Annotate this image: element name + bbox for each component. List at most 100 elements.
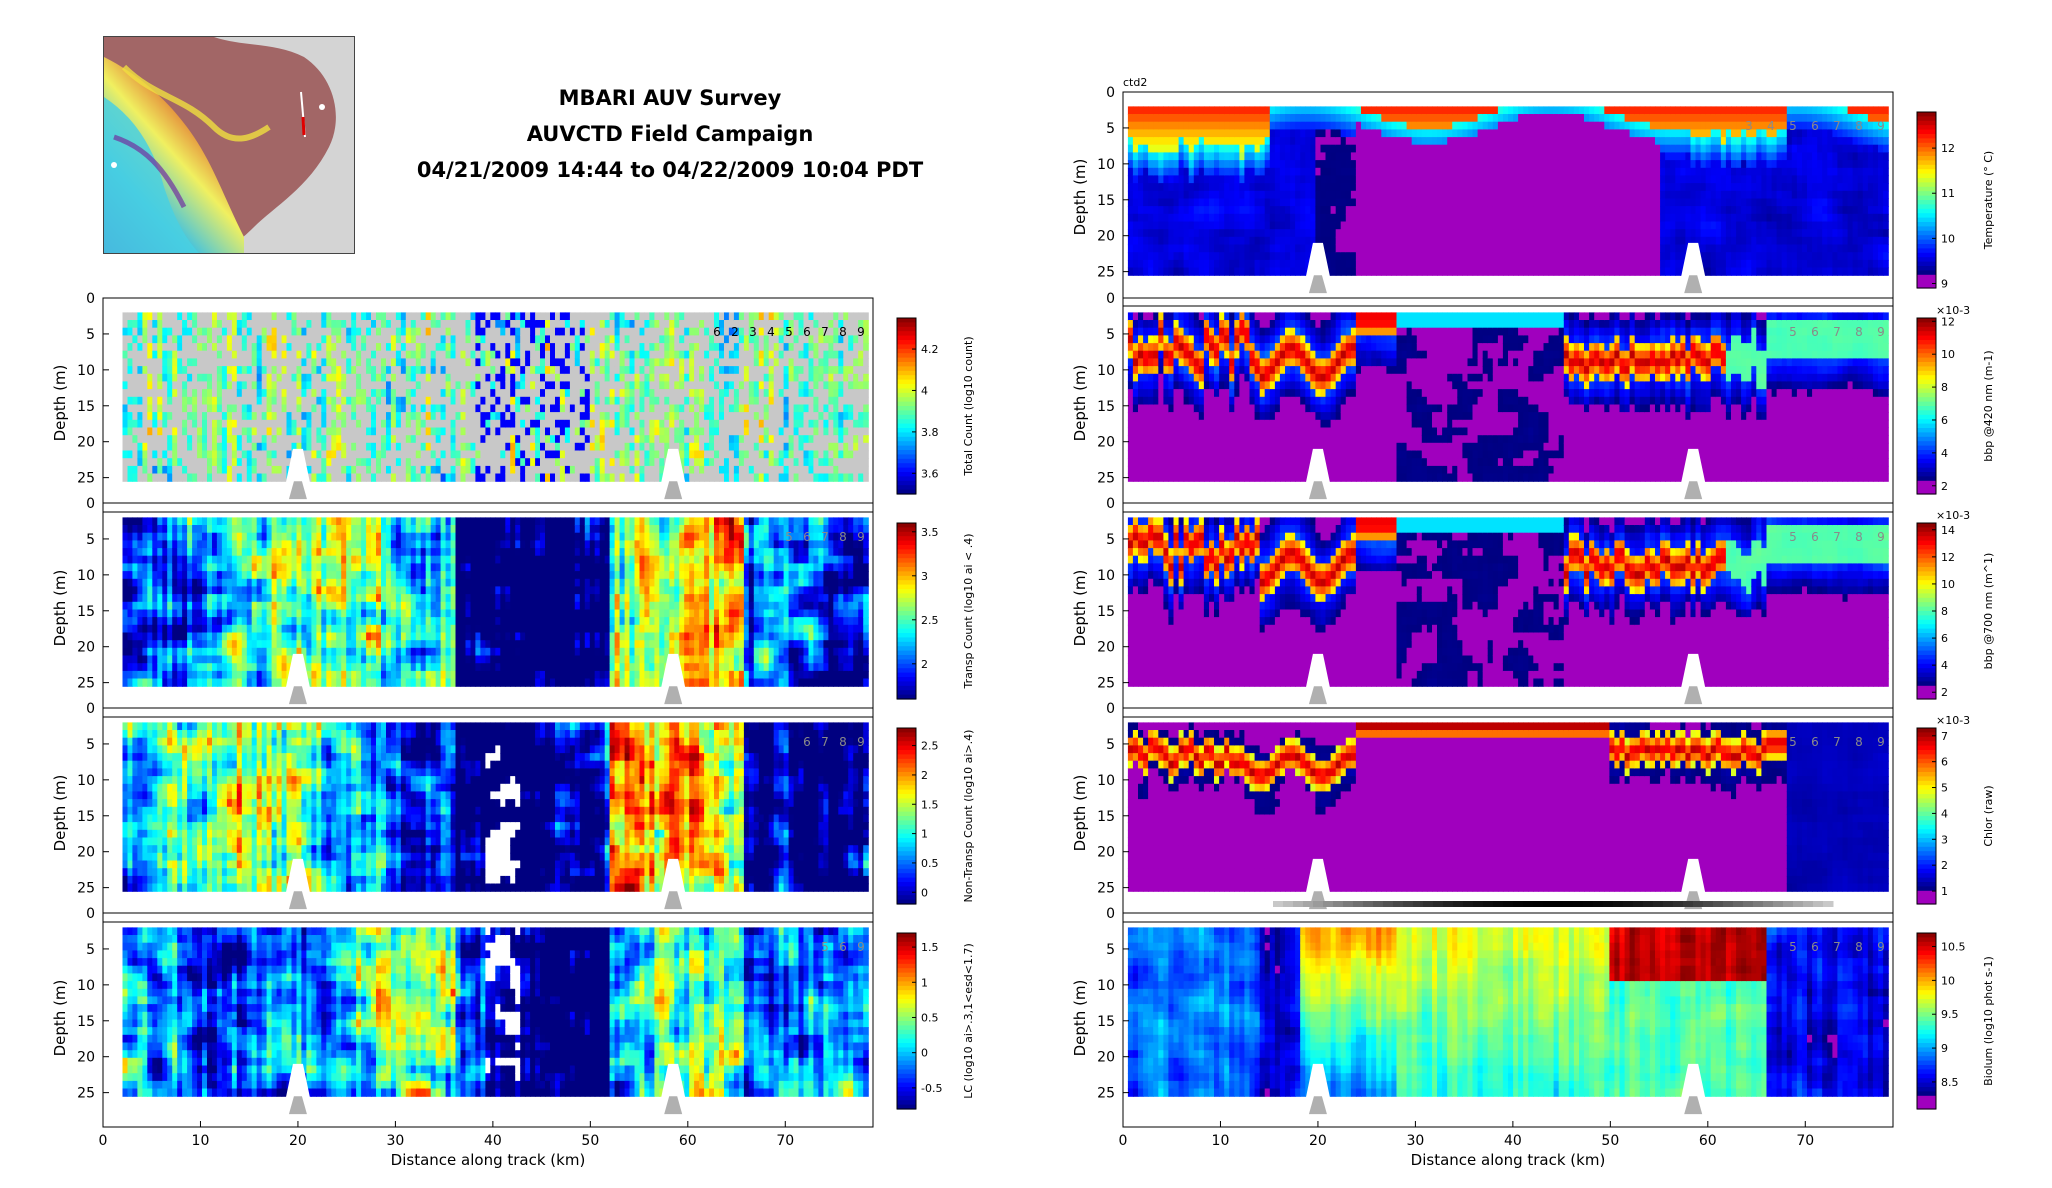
colorbar-label: Temperature (° C) <box>1982 151 1995 250</box>
colorbar-tick-label: 2 <box>921 658 928 671</box>
profile-marker: 6 <box>1811 325 1819 339</box>
profile-marker: 6 <box>803 735 811 749</box>
profile-marker: 6 <box>713 325 721 339</box>
colorbar: 9 10 11 12 Temperature (° C) <box>1916 111 1995 290</box>
y-tick-label: 25 <box>1097 471 1115 487</box>
y-tick-label: 15 <box>77 809 95 825</box>
section-plot-nontransp_count: 0 5 10 15 20 25 Depth (m) 6 7 8 9 0 0.5 1 1.5 2 2.5 Non-T… <box>51 701 975 923</box>
plot-frame <box>1122 297 1894 513</box>
seamount-gap <box>659 858 688 902</box>
colorbar-tick-label: 2 <box>1941 686 1948 699</box>
y-axis-label: Depth (m) <box>51 365 69 442</box>
y-tick-label: 20 <box>1097 435 1115 451</box>
profile-marker: 6 <box>839 940 847 954</box>
colorbar-tick-label: 1 <box>921 828 928 841</box>
y-axis-label: Depth (m) <box>1071 570 1089 647</box>
profile-marker: 9 <box>857 735 865 749</box>
y-tick-label: 10 <box>1097 568 1115 584</box>
x-tick-label: 30 <box>1406 1133 1424 1149</box>
heatmap-field <box>1127 517 1889 687</box>
x-tick-label: 40 <box>1504 1133 1522 1149</box>
seamount-gap <box>1679 858 1708 902</box>
corner-label: ctd2 <box>1123 76 1147 89</box>
seafloor-marker <box>1684 686 1703 705</box>
profile-marker: 5 <box>1789 940 1797 954</box>
y-tick-label: 20 <box>1097 229 1115 245</box>
colorbar: 1 2 3 4 5 6 7 ×10-3 Chlor (raw) <box>1916 714 1995 905</box>
profile-marker: 8 <box>1855 119 1863 133</box>
profile-marker: 2 <box>731 325 739 339</box>
colorbar-tick-label: 0.5 <box>921 1011 939 1024</box>
colorbar-tick-label: 4 <box>921 384 928 397</box>
y-tick-label: 5 <box>1106 942 1115 958</box>
colorbar-label: bbp @420 nm (m-1) <box>1982 350 1995 461</box>
profile-marker: 3 <box>1745 119 1753 133</box>
y-tick-label: 10 <box>1097 773 1115 789</box>
profile-marker: 4 <box>767 325 775 339</box>
profile-marker: 7 <box>1833 940 1841 954</box>
y-tick-label: 5 <box>1106 532 1115 548</box>
seafloor-marker <box>1308 1096 1327 1115</box>
y-axis-label: Depth (m) <box>1071 365 1089 442</box>
colorbar-tick-label: 12 <box>1941 142 1955 155</box>
profile-marker: 7 <box>821 735 829 749</box>
profile-marker: 7 <box>1833 325 1841 339</box>
title-line-2: AUVCTD Field Campaign <box>360 116 980 152</box>
colorbar: 3.6 3.8 4 4.2 Total Count (log10 count) <box>896 317 975 495</box>
colorbar-tick-label: 10 <box>1941 974 1955 987</box>
colorbar-tick-label: 11 <box>1941 187 1955 200</box>
colorbar-tick-label: 9 <box>1941 277 1948 290</box>
y-tick-label: 15 <box>77 1014 95 1030</box>
colorbar-tick-label: 3 <box>921 570 928 583</box>
seamount-gap <box>283 1063 312 1107</box>
profile-marker: 9 <box>857 940 865 954</box>
y-tick-label: 20 <box>77 640 95 656</box>
y-tick-label: 0 <box>86 496 95 512</box>
seamount-gap <box>1303 858 1332 902</box>
x-tick-label: 70 <box>776 1133 794 1149</box>
x-axis-label: Distance along track (km) <box>391 1151 586 1169</box>
colorbar: 8.5 9 9.5 10 10.5 Biolum (log10 phot s-1) <box>1916 932 1995 1110</box>
y-tick-label: 20 <box>1097 1050 1115 1066</box>
seamount-gap <box>1679 1063 1708 1107</box>
colorbar-label: bbp @700 nm (m^1) <box>1982 553 1995 670</box>
profile-marker: 5 <box>821 940 829 954</box>
y-tick-label: 25 <box>77 471 95 487</box>
profile-marker: 3 <box>749 325 757 339</box>
y-tick-label: 20 <box>1097 845 1115 861</box>
profile-marker: 8 <box>1855 325 1863 339</box>
colorbar: 2 4 6 8 10 12 14 ×10-3 bbp @700 nm (m^1) <box>1916 509 1995 700</box>
colorbar-tick-label: 10 <box>1941 232 1955 245</box>
profile-marker: 8 <box>1855 940 1863 954</box>
y-tick-label: 0 <box>1106 496 1115 512</box>
colorbar-tick-label: 5 <box>1941 782 1948 795</box>
colorbar-tick-label: 9.5 <box>1941 1008 1959 1021</box>
x-axis-label: Distance along track (km) <box>1411 1151 1606 1169</box>
plot-frame <box>1122 707 1894 923</box>
colorbar-scale: ×10-3 <box>1936 304 1970 317</box>
y-tick-label: 15 <box>1097 193 1115 209</box>
y-axis-label: Depth (m) <box>51 980 69 1057</box>
seamount-gap <box>1679 653 1708 697</box>
seafloor-marker <box>1684 275 1703 294</box>
seamount-gap <box>659 653 688 697</box>
plot-frame <box>102 297 874 513</box>
y-tick-label: 15 <box>77 604 95 620</box>
colorbar-label: Total Count (log10 count) <box>962 336 975 476</box>
figure-title: MBARI AUV Survey AUVCTD Field Campaign 0… <box>360 80 980 188</box>
colorbar-tick-label: 2 <box>1941 859 1948 872</box>
profile-marker: 5 <box>1789 119 1797 133</box>
colorbar: 0 0.5 1 1.5 2 2.5 Non-Transp Count (log10 ai>.… <box>896 727 975 905</box>
profile-marker: 9 <box>1877 325 1885 339</box>
seamount-gap <box>283 448 312 492</box>
plot-frame <box>102 502 874 718</box>
colorbar-tick-label: 2 <box>921 769 928 782</box>
y-tick-label: 5 <box>1106 327 1115 343</box>
y-tick-label: 20 <box>1097 640 1115 656</box>
profile-marker: 7 <box>1833 530 1841 544</box>
y-tick-label: 25 <box>1097 1086 1115 1102</box>
heatmap-field <box>1127 722 1889 892</box>
profile-marker: 8 <box>839 530 847 544</box>
